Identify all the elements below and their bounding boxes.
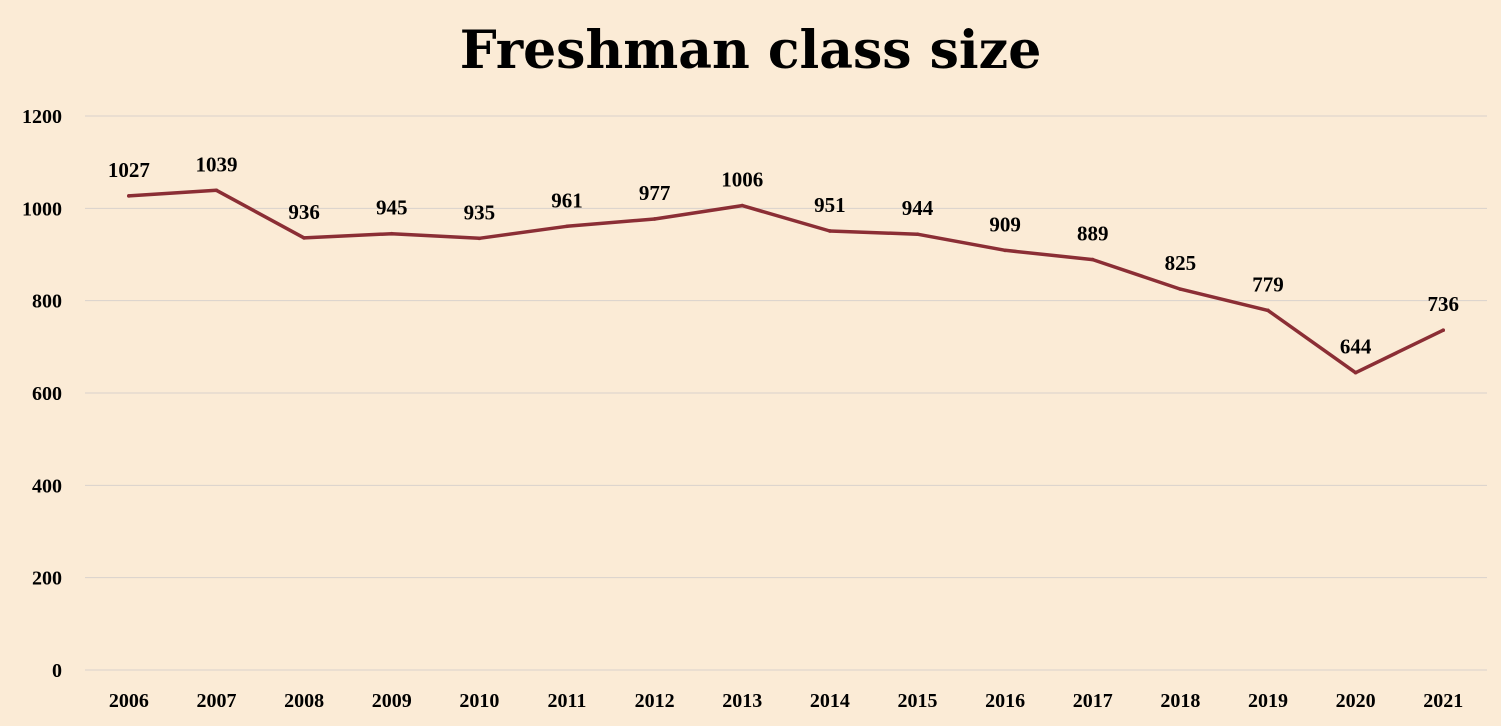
data-label: 977 bbox=[639, 181, 671, 205]
data-point bbox=[915, 232, 920, 236]
gridlines bbox=[85, 115, 1487, 671]
data-point bbox=[214, 188, 219, 193]
x-tick-label: 2011 bbox=[547, 690, 586, 712]
x-tick-label: 2007 bbox=[196, 690, 236, 712]
data-label: 961 bbox=[551, 188, 583, 212]
x-tick-label: 2010 bbox=[459, 690, 499, 712]
data-point bbox=[1178, 287, 1183, 291]
series-line bbox=[127, 188, 1445, 375]
data-point bbox=[477, 236, 482, 241]
data-point bbox=[1090, 257, 1095, 262]
data-label: 1039 bbox=[195, 152, 237, 176]
data-label: 644 bbox=[1340, 335, 1372, 359]
data-point bbox=[127, 194, 131, 198]
y-tick-label: 800 bbox=[32, 291, 62, 313]
data-point bbox=[565, 224, 569, 229]
x-tick-label: 2019 bbox=[1248, 690, 1288, 712]
x-axis-ticks: 2006 2007 2008 2009 2010 2011 2012 2013 2014 2015… bbox=[109, 690, 1463, 712]
data-point bbox=[1353, 370, 1358, 375]
data-point bbox=[302, 236, 306, 240]
data-label: 945 bbox=[376, 196, 408, 220]
x-tick-label: 2018 bbox=[1160, 690, 1200, 712]
x-tick-label: 2012 bbox=[635, 690, 675, 712]
data-point bbox=[1441, 328, 1445, 333]
data-label: 1006 bbox=[721, 168, 763, 192]
y-tick-label: 1000 bbox=[22, 198, 62, 220]
data-label: 909 bbox=[989, 212, 1021, 236]
data-point bbox=[828, 229, 832, 233]
x-tick-label: 2021 bbox=[1423, 690, 1463, 712]
x-tick-label: 2013 bbox=[722, 690, 762, 712]
y-tick-label: 1200 bbox=[22, 106, 62, 128]
chart-title: Freshman class size bbox=[459, 20, 1042, 81]
x-tick-label: 2015 bbox=[897, 690, 937, 712]
data-point bbox=[1003, 248, 1007, 253]
data-label: 944 bbox=[902, 196, 934, 220]
x-tick-label: 2020 bbox=[1336, 690, 1376, 712]
data-labels: 1027 1039 936 945 935 961 977 1006 951 944 909 889 8… bbox=[108, 152, 1459, 358]
y-tick-label: 600 bbox=[32, 383, 62, 405]
series-layer bbox=[127, 188, 1445, 375]
data-label: 825 bbox=[1165, 251, 1197, 275]
data-label: 1027 bbox=[108, 158, 150, 182]
y-tick-label: 0 bbox=[52, 660, 62, 682]
x-tick-label: 2009 bbox=[372, 690, 412, 712]
data-label: 736 bbox=[1427, 292, 1459, 316]
data-label: 889 bbox=[1077, 222, 1109, 246]
data-point bbox=[740, 203, 744, 208]
x-tick-label: 2017 bbox=[1073, 690, 1113, 712]
x-tick-label: 2006 bbox=[109, 690, 149, 712]
y-tick-label: 200 bbox=[32, 568, 62, 590]
x-tick-label: 2016 bbox=[985, 690, 1025, 712]
data-label: 935 bbox=[464, 200, 496, 224]
y-axis-ticks: 0 200 400 600 800 1000 1200 bbox=[22, 106, 62, 682]
data-point bbox=[652, 217, 657, 221]
data-label: 779 bbox=[1252, 272, 1284, 296]
x-tick-label: 2014 bbox=[810, 690, 850, 712]
y-tick-label: 400 bbox=[32, 475, 62, 497]
data-point bbox=[389, 231, 394, 236]
x-tick-label: 2008 bbox=[284, 690, 324, 712]
data-label: 936 bbox=[288, 200, 320, 224]
data-label: 951 bbox=[814, 193, 846, 217]
data-point bbox=[1266, 308, 1270, 313]
